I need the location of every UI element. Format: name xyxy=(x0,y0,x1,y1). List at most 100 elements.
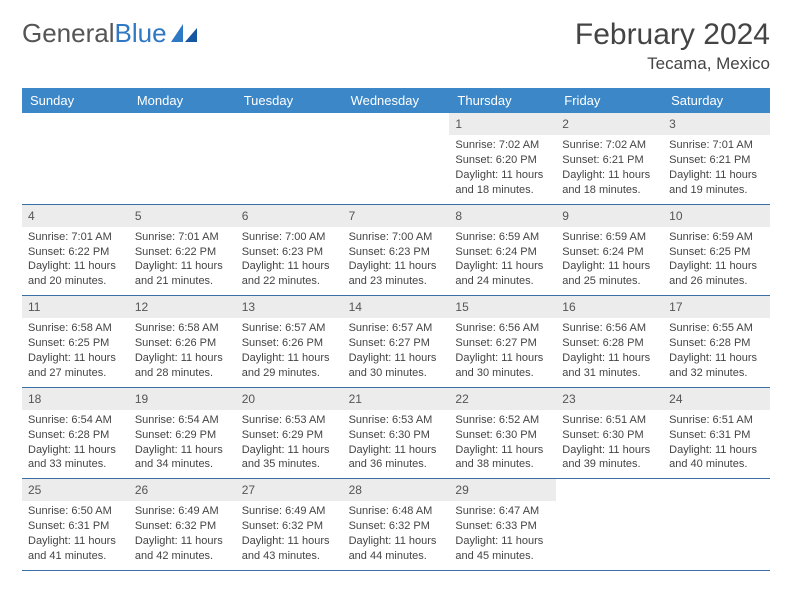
calendar-cell: 12Sunrise: 6:58 AMSunset: 6:26 PMDayligh… xyxy=(129,296,236,387)
date-number: 7 xyxy=(343,205,450,227)
calendar-cell: 25Sunrise: 6:50 AMSunset: 6:31 PMDayligh… xyxy=(22,479,129,570)
cell-body: Sunrise: 6:58 AMSunset: 6:26 PMDaylight:… xyxy=(129,318,236,386)
cell-line: Daylight: 11 hours and 24 minutes. xyxy=(455,259,550,289)
calendar-cell: 1Sunrise: 7:02 AMSunset: 6:20 PMDaylight… xyxy=(449,113,556,204)
cell-line: Daylight: 11 hours and 25 minutes. xyxy=(562,259,657,289)
day-header: Tuesday xyxy=(236,88,343,113)
cell-line: Sunrise: 6:56 AM xyxy=(562,321,657,336)
cell-line: Daylight: 11 hours and 19 minutes. xyxy=(669,168,764,198)
cell-body: Sunrise: 6:54 AMSunset: 6:29 PMDaylight:… xyxy=(129,410,236,478)
cell-line: Sunset: 6:27 PM xyxy=(349,336,444,351)
cell-line: Sunrise: 6:56 AM xyxy=(455,321,550,336)
cell-body: Sunrise: 6:49 AMSunset: 6:32 PMDaylight:… xyxy=(236,501,343,569)
date-number: 23 xyxy=(556,388,663,410)
cell-line: Sunset: 6:24 PM xyxy=(562,245,657,260)
calendar-cell: 3Sunrise: 7:01 AMSunset: 6:21 PMDaylight… xyxy=(663,113,770,204)
cell-line: Sunrise: 6:57 AM xyxy=(349,321,444,336)
cell-line: Sunset: 6:30 PM xyxy=(562,428,657,443)
title-block: February 2024 Tecama, Mexico xyxy=(575,18,770,74)
cell-body: Sunrise: 6:49 AMSunset: 6:32 PMDaylight:… xyxy=(129,501,236,569)
date-number: 12 xyxy=(129,296,236,318)
cell-line: Sunrise: 7:01 AM xyxy=(669,138,764,153)
date-number: 25 xyxy=(22,479,129,501)
cell-line: Sunrise: 6:59 AM xyxy=(562,230,657,245)
cell-line: Sunrise: 6:58 AM xyxy=(135,321,230,336)
date-number: 16 xyxy=(556,296,663,318)
date-number: 18 xyxy=(22,388,129,410)
cell-line: Sunset: 6:26 PM xyxy=(242,336,337,351)
calendar-cell: 27Sunrise: 6:49 AMSunset: 6:32 PMDayligh… xyxy=(236,479,343,570)
cell-line: Sunset: 6:22 PM xyxy=(28,245,123,260)
cell-line: Sunset: 6:25 PM xyxy=(28,336,123,351)
cell-body xyxy=(343,119,450,128)
cell-line: Daylight: 11 hours and 35 minutes. xyxy=(242,443,337,473)
week-row: 18Sunrise: 6:54 AMSunset: 6:28 PMDayligh… xyxy=(22,388,770,480)
weeks-container: 1Sunrise: 7:02 AMSunset: 6:20 PMDaylight… xyxy=(22,113,770,571)
cell-line: Daylight: 11 hours and 29 minutes. xyxy=(242,351,337,381)
cell-line: Sunrise: 6:54 AM xyxy=(135,413,230,428)
calendar-cell: 5Sunrise: 7:01 AMSunset: 6:22 PMDaylight… xyxy=(129,205,236,296)
calendar-cell: 8Sunrise: 6:59 AMSunset: 6:24 PMDaylight… xyxy=(449,205,556,296)
date-number: 29 xyxy=(449,479,556,501)
cell-line: Sunrise: 7:02 AM xyxy=(455,138,550,153)
cell-line: Sunset: 6:27 PM xyxy=(455,336,550,351)
calendar-cell: 4Sunrise: 7:01 AMSunset: 6:22 PMDaylight… xyxy=(22,205,129,296)
header: GeneralBlue February 2024 Tecama, Mexico xyxy=(22,18,770,74)
cell-line: Sunset: 6:26 PM xyxy=(135,336,230,351)
calendar-cell: 9 Sunrise: 6:59 AMSunset: 6:24 PMDaylight… xyxy=(556,205,663,296)
cell-line: Daylight: 11 hours and 36 minutes. xyxy=(349,443,444,473)
calendar-cell: 20Sunrise: 6:53 AMSunset: 6:29 PMDayligh… xyxy=(236,388,343,479)
calendar-cell: 11Sunrise: 6:58 AMSunset: 6:25 PMDayligh… xyxy=(22,296,129,387)
cell-line: Sunrise: 6:52 AM xyxy=(455,413,550,428)
cell-line: Sunset: 6:29 PM xyxy=(135,428,230,443)
week-row: 25Sunrise: 6:50 AMSunset: 6:31 PMDayligh… xyxy=(22,479,770,571)
day-header: Monday xyxy=(129,88,236,113)
cell-line: Sunset: 6:33 PM xyxy=(455,519,550,534)
calendar-cell: 14Sunrise: 6:57 AMSunset: 6:27 PMDayligh… xyxy=(343,296,450,387)
cell-body: Sunrise: 6:58 AMSunset: 6:25 PMDaylight:… xyxy=(22,318,129,386)
logo-word-2: Blue xyxy=(115,18,167,49)
calendar-cell: 7Sunrise: 7:00 AMSunset: 6:23 PMDaylight… xyxy=(343,205,450,296)
calendar-cell: 15Sunrise: 6:56 AMSunset: 6:27 PMDayligh… xyxy=(449,296,556,387)
calendar-cell: 19Sunrise: 6:54 AMSunset: 6:29 PMDayligh… xyxy=(129,388,236,479)
cell-line: Daylight: 11 hours and 32 minutes. xyxy=(669,351,764,381)
cell-body: Sunrise: 7:01 AMSunset: 6:22 PMDaylight:… xyxy=(129,227,236,295)
cell-body: Sunrise: 6:56 AMSunset: 6:27 PMDaylight:… xyxy=(449,318,556,386)
calendar-cell: 29Sunrise: 6:47 AMSunset: 6:33 PMDayligh… xyxy=(449,479,556,570)
day-header: Wednesday xyxy=(343,88,450,113)
cell-body xyxy=(236,119,343,128)
date-number: 19 xyxy=(129,388,236,410)
logo: GeneralBlue xyxy=(22,18,197,49)
cell-line: Sunrise: 6:51 AM xyxy=(562,413,657,428)
cell-line: Sunset: 6:30 PM xyxy=(455,428,550,443)
cell-line: Sunset: 6:25 PM xyxy=(669,245,764,260)
cell-body: Sunrise: 7:01 AMSunset: 6:21 PMDaylight:… xyxy=(663,135,770,203)
cell-line: Daylight: 11 hours and 21 minutes. xyxy=(135,259,230,289)
calendar-cell xyxy=(343,113,450,204)
calendar-cell: 17Sunrise: 6:55 AMSunset: 6:28 PMDayligh… xyxy=(663,296,770,387)
month-title: February 2024 xyxy=(575,18,770,52)
date-number: 6 xyxy=(236,205,343,227)
date-number: 17 xyxy=(663,296,770,318)
cell-line: Daylight: 11 hours and 22 minutes. xyxy=(242,259,337,289)
cell-line: Sunrise: 6:54 AM xyxy=(28,413,123,428)
cell-line: Sunset: 6:32 PM xyxy=(135,519,230,534)
cell-line: Daylight: 11 hours and 31 minutes. xyxy=(562,351,657,381)
cell-body: Sunrise: 6:52 AMSunset: 6:30 PMDaylight:… xyxy=(449,410,556,478)
cell-line: Daylight: 11 hours and 38 minutes. xyxy=(455,443,550,473)
date-number: 24 xyxy=(663,388,770,410)
cell-line: Sunrise: 6:50 AM xyxy=(28,504,123,519)
date-number: 9 xyxy=(556,205,663,227)
cell-line: Daylight: 11 hours and 44 minutes. xyxy=(349,534,444,564)
cell-line: Sunrise: 6:47 AM xyxy=(455,504,550,519)
cell-body: Sunrise: 7:00 AMSunset: 6:23 PMDaylight:… xyxy=(343,227,450,295)
date-number: 13 xyxy=(236,296,343,318)
date-number: 15 xyxy=(449,296,556,318)
logo-word-1: General xyxy=(22,18,115,49)
cell-line: Sunset: 6:23 PM xyxy=(242,245,337,260)
date-number: 21 xyxy=(343,388,450,410)
cell-line: Sunset: 6:24 PM xyxy=(455,245,550,260)
cell-line: Daylight: 11 hours and 20 minutes. xyxy=(28,259,123,289)
cell-line: Sunrise: 7:00 AM xyxy=(349,230,444,245)
calendar-cell xyxy=(663,479,770,570)
